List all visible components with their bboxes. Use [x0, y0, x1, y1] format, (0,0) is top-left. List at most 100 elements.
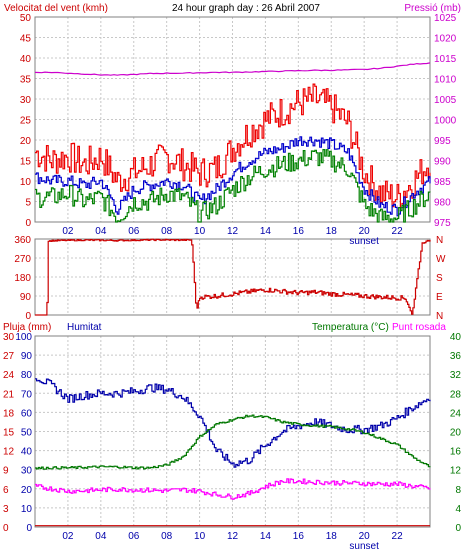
sunset-label: sunset [349, 541, 379, 552]
x-tick-label: 16 [293, 226, 305, 237]
wind-y-tick: 50 [20, 13, 32, 24]
pressure-y-tick: 1000 [434, 116, 457, 127]
x-tick-label: 04 [95, 226, 107, 237]
rain-y-tick: 3 [3, 504, 9, 515]
compass-label: E [436, 292, 443, 303]
wind-axis-title: Velocitat del vent (kmh) [4, 3, 108, 14]
pressure-y-tick: 985 [434, 177, 451, 188]
humidity-y-tick: 30 [21, 466, 33, 477]
pressure-y-tick: 980 [434, 198, 451, 209]
humidity-y-tick: 90 [21, 351, 33, 362]
pressure-line [34, 62, 431, 76]
x-tick-label: 14 [260, 226, 272, 237]
compass-label: N [436, 311, 443, 322]
x-tick-label: 16 [293, 531, 305, 542]
pressure-y-tick: 995 [434, 136, 451, 147]
x-tick-label: 02 [62, 226, 74, 237]
wind-y-tick: 40 [20, 54, 32, 65]
rain-y-tick: 30 [3, 332, 15, 343]
pressure-y-tick: 1010 [434, 75, 457, 86]
wind-y-tick: 0 [25, 218, 31, 229]
rain-y-tick: 0 [3, 523, 9, 534]
temperature-y-tick: 4 [455, 504, 461, 515]
x-tick-label: 18 [326, 226, 338, 237]
wind-y-tick: 5 [25, 198, 31, 209]
temperature-legend: Temperatura (°C) [312, 322, 389, 333]
wind-direction-line [35, 238, 431, 316]
humidity-y-tick: 100 [15, 332, 32, 343]
compass-label: W [436, 254, 446, 265]
wind-y-tick: 15 [20, 157, 32, 168]
humidity-y-tick: 20 [21, 485, 33, 496]
direction-y-tick: 270 [14, 254, 31, 265]
x-tick-label: 12 [227, 531, 239, 542]
humidity-y-tick: 0 [26, 523, 32, 534]
rain-y-tick: 27 [3, 351, 15, 362]
direction-y-tick: 360 [14, 235, 31, 246]
temperature-y-tick: 24 [450, 408, 462, 419]
wind-y-tick: 35 [20, 75, 32, 86]
x-tick-label: 20 [359, 226, 371, 237]
rain-y-tick: 9 [3, 466, 9, 477]
x-tick-label: 12 [227, 226, 239, 237]
wind-average-line [35, 136, 431, 217]
temperature-y-tick: 8 [455, 485, 461, 496]
rain-y-tick: 18 [3, 408, 15, 419]
direction-y-tick: 90 [20, 292, 32, 303]
temperature-y-tick: 28 [450, 389, 462, 400]
rain-y-tick: 24 [3, 370, 15, 381]
x-tick-label: 18 [326, 531, 338, 542]
temperature-y-tick: 36 [450, 351, 462, 362]
humidity-legend: Humitat [67, 322, 102, 333]
humidity-line [35, 378, 431, 468]
wind-y-tick: 10 [20, 177, 32, 188]
pressure-y-tick: 975 [434, 218, 451, 229]
temperature-y-tick: 40 [450, 332, 462, 343]
x-tick-label: 06 [128, 531, 140, 542]
direction-y-tick: 180 [14, 273, 31, 284]
humidity-y-tick: 80 [21, 370, 33, 381]
direction-y-tick: 0 [25, 311, 31, 322]
x-tick-label: 22 [392, 226, 404, 237]
humidity-y-tick: 70 [21, 389, 33, 400]
dewpoint-legend: Punt rosada [392, 322, 446, 333]
pressure-axis-title: Pressió (mb) [404, 3, 461, 14]
x-tick-label: 10 [194, 531, 206, 542]
temperature-y-tick: 0 [455, 523, 461, 534]
temperature-y-tick: 32 [450, 370, 462, 381]
temperature-y-tick: 16 [450, 447, 462, 458]
pressure-y-tick: 1015 [434, 54, 457, 65]
wind-y-tick: 45 [20, 34, 32, 45]
temperature-y-tick: 20 [450, 428, 462, 439]
x-tick-label: 02 [62, 531, 74, 542]
chart-title: 24 hour graph day : 26 Abril 2007 [172, 3, 320, 14]
rain-legend: Pluja (mm) [3, 322, 51, 333]
x-tick-label: 14 [260, 531, 272, 542]
wind-y-tick: 20 [20, 136, 32, 147]
rain-y-tick: 21 [3, 389, 15, 400]
x-tick-label: 22 [392, 531, 404, 542]
humidity-y-tick: 10 [21, 504, 33, 515]
sunset-label: sunset [349, 236, 379, 247]
x-tick-label: 04 [95, 531, 107, 542]
x-tick-label: 20 [359, 531, 371, 542]
pressure-y-tick: 1025 [434, 13, 457, 24]
humidity-y-tick: 40 [21, 447, 33, 458]
wind-y-tick: 30 [20, 95, 32, 106]
x-tick-label: 08 [161, 531, 173, 542]
pressure-y-tick: 1020 [434, 34, 457, 45]
compass-label: S [436, 273, 443, 284]
temperature-line [35, 414, 431, 470]
compass-label: N [436, 235, 443, 246]
x-tick-label: 06 [128, 226, 140, 237]
humidity-y-tick: 50 [21, 428, 33, 439]
x-tick-label: 08 [161, 226, 173, 237]
rain-y-tick: 15 [3, 428, 15, 439]
pressure-y-tick: 1005 [434, 95, 457, 106]
wind-gust-line [35, 83, 431, 209]
wind-min-line [35, 149, 431, 223]
humidity-y-tick: 60 [21, 408, 33, 419]
panel-frame-1 [34, 16, 431, 223]
wind-y-tick: 25 [20, 116, 32, 127]
